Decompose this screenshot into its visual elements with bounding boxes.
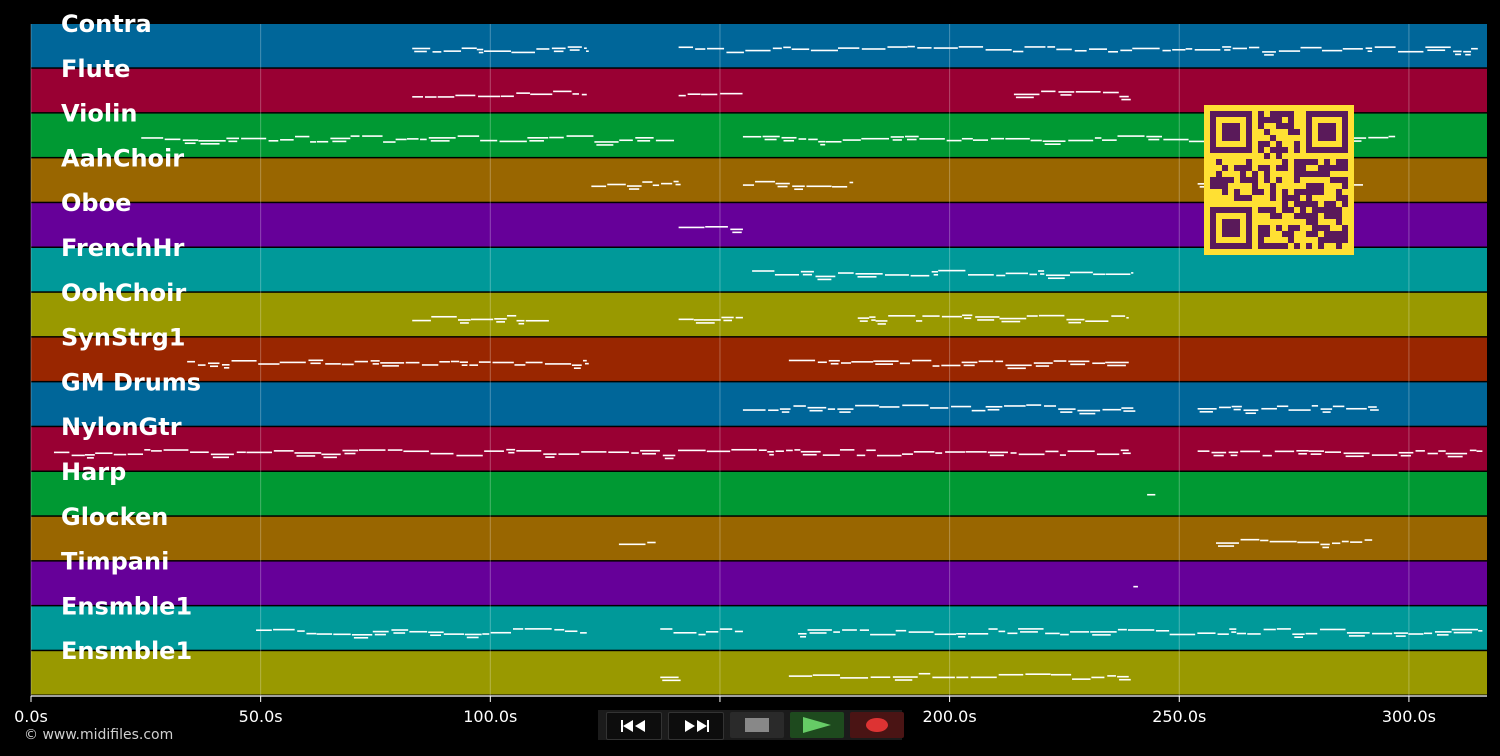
track-label: Ensmble1 xyxy=(61,637,192,665)
track-label: Glocken xyxy=(61,503,168,531)
note-segment xyxy=(591,180,681,190)
record-button[interactable] xyxy=(850,712,904,738)
note-segment xyxy=(660,628,743,636)
note-segment xyxy=(788,359,1129,370)
note-segment xyxy=(678,45,1478,56)
note-segment xyxy=(187,359,589,369)
track-label: Contra xyxy=(61,10,152,38)
track-label: OohChoir xyxy=(61,279,186,307)
note-segment xyxy=(752,269,1134,281)
note-segment xyxy=(412,314,549,325)
rewind-icon xyxy=(621,720,645,732)
note-segment xyxy=(1197,405,1379,415)
stop-icon xyxy=(745,718,769,732)
note-segment xyxy=(1013,90,1131,101)
track-label: Flute xyxy=(61,55,130,83)
track-label: AahChoir xyxy=(61,144,184,172)
note-segment xyxy=(412,90,587,98)
track-label: Oboe xyxy=(61,189,131,217)
track-lane xyxy=(31,606,1487,650)
track-lane xyxy=(31,516,1487,561)
play-icon xyxy=(803,717,831,733)
transport-controls xyxy=(598,710,904,740)
note-segment xyxy=(678,226,743,234)
track-lane xyxy=(31,248,1487,292)
track-lane xyxy=(31,561,1487,605)
fast-forward-icon xyxy=(685,720,709,732)
tick-label: 200.0s xyxy=(923,707,977,726)
note-segment xyxy=(798,628,1483,638)
note-segment xyxy=(1147,493,1156,496)
note-segment xyxy=(618,541,656,546)
note-segment xyxy=(1197,449,1483,458)
tick-label: 0.0s xyxy=(14,707,48,726)
track-lane xyxy=(31,427,1487,471)
note-segment xyxy=(678,92,743,97)
track-lane xyxy=(31,24,1487,68)
note-segment xyxy=(660,676,681,682)
track-lane xyxy=(31,651,1487,695)
note-segment xyxy=(1133,585,1138,588)
track-label: GM Drums xyxy=(61,368,201,396)
note-segment xyxy=(1216,538,1373,549)
track-label: Ensmble1 xyxy=(61,592,192,620)
note-segment xyxy=(742,404,1136,415)
track-lane xyxy=(31,472,1487,516)
track-label: SynStrg1 xyxy=(61,324,186,352)
record-icon xyxy=(866,718,888,732)
qr-code xyxy=(1204,105,1354,255)
note-segment xyxy=(742,180,854,191)
fast-forward-button[interactable] xyxy=(668,712,724,740)
note-segment xyxy=(788,672,1131,681)
track-label: FrenchHr xyxy=(61,234,184,262)
track-lane xyxy=(31,292,1487,337)
tick-label: 50.0s xyxy=(239,707,283,726)
track-labels: Contra Flute Violin AahChoir Oboe FrenchHr Ooh… xyxy=(61,10,201,665)
note-segment xyxy=(53,448,1131,460)
track-label: NylonGtr xyxy=(61,413,182,441)
tick-label: 250.0s xyxy=(1152,707,1206,726)
time-grid xyxy=(30,24,1410,696)
track-lane xyxy=(31,68,1487,113)
stop-button[interactable] xyxy=(730,712,784,738)
note-segment xyxy=(256,628,587,639)
track-lane xyxy=(31,382,1487,426)
track-label: Violin xyxy=(61,100,137,128)
copyright-text: © www.midifiles.com xyxy=(24,727,174,743)
play-button[interactable] xyxy=(790,712,844,738)
note-segment xyxy=(141,135,675,146)
note-segment xyxy=(857,314,1129,325)
track-label: Harp xyxy=(61,458,126,486)
tick-label: 100.0s xyxy=(463,707,517,726)
note-segment xyxy=(412,46,589,54)
track-lane xyxy=(31,337,1487,381)
track-label: Timpani xyxy=(61,548,169,576)
tick-label: 300.0s xyxy=(1382,707,1436,726)
note-segment xyxy=(678,316,743,324)
rewind-button[interactable] xyxy=(606,712,662,740)
